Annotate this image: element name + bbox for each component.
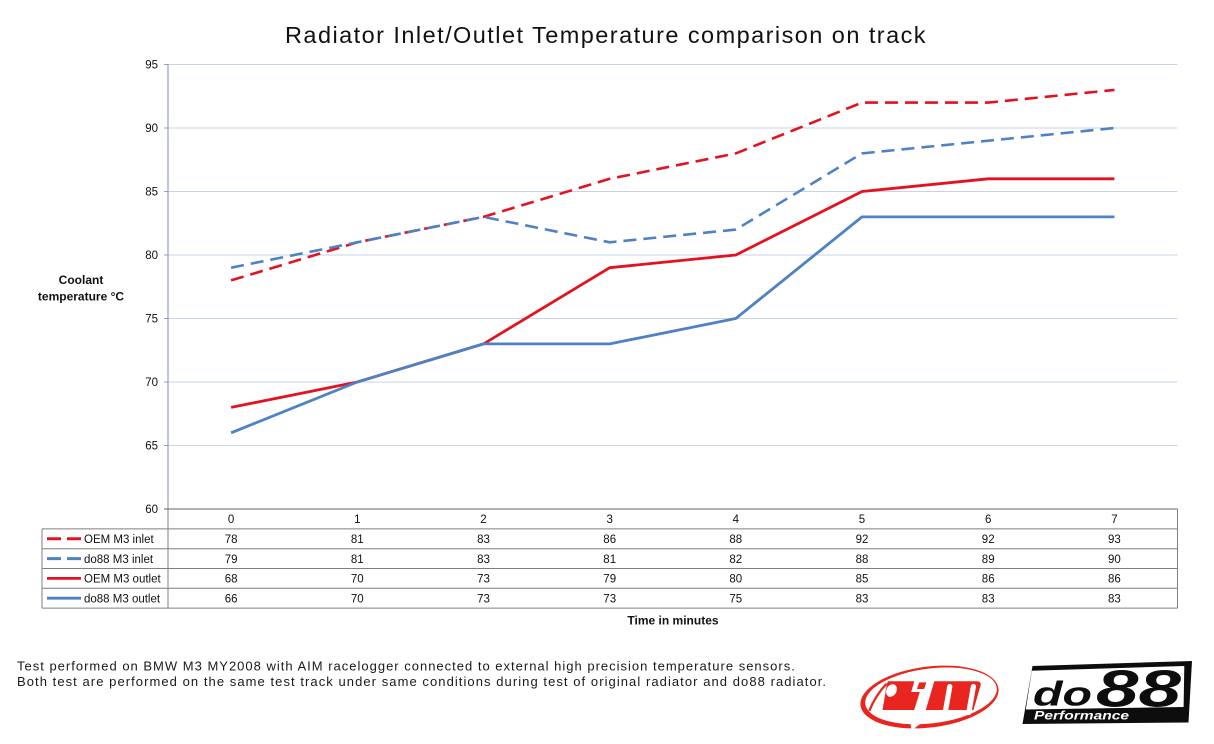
svg-text:80: 80 <box>145 250 158 262</box>
svg-text:73: 73 <box>603 594 616 606</box>
svg-text:Coolant: Coolant <box>59 273 104 287</box>
svg-text:75: 75 <box>145 314 158 326</box>
svg-text:85: 85 <box>145 187 158 199</box>
svg-text:93: 93 <box>1108 534 1121 546</box>
svg-text:70: 70 <box>351 594 364 606</box>
svg-text:3: 3 <box>606 514 612 526</box>
svg-text:83: 83 <box>477 534 490 546</box>
svg-text:88: 88 <box>856 554 869 566</box>
svg-text:79: 79 <box>603 574 616 586</box>
svg-text:6: 6 <box>985 514 991 526</box>
svg-text:75: 75 <box>729 594 742 606</box>
svg-text:83: 83 <box>1108 594 1121 606</box>
svg-text:70: 70 <box>145 377 158 389</box>
svg-text:86: 86 <box>982 574 995 586</box>
svg-text:73: 73 <box>477 594 490 606</box>
svg-text:do88 M3 outlet: do88 M3 outlet <box>84 594 161 606</box>
svg-text:88: 88 <box>1096 661 1181 719</box>
svg-text:92: 92 <box>982 534 995 546</box>
svg-text:81: 81 <box>603 554 616 566</box>
svg-text:2: 2 <box>480 514 486 526</box>
svg-text:0: 0 <box>228 514 234 526</box>
svg-text:Radiator Inlet/Outlet Temperat: Radiator Inlet/Outlet Temperature compar… <box>285 22 927 48</box>
svg-text:Both test are performed on the: Both test are performed on the same test… <box>17 674 827 689</box>
svg-text:Performance: Performance <box>1034 709 1129 723</box>
svg-text:85: 85 <box>856 574 869 586</box>
svg-text:90: 90 <box>1108 554 1121 566</box>
svg-text:Test performed on BMW M3 MY200: Test performed on BMW M3 MY2008 with AIM… <box>17 659 796 674</box>
svg-text:89: 89 <box>982 554 995 566</box>
svg-text:90: 90 <box>145 123 158 135</box>
svg-text:82: 82 <box>729 554 742 566</box>
svg-text:95: 95 <box>145 60 158 72</box>
svg-text:68: 68 <box>225 574 238 586</box>
svg-text:do: do <box>1033 676 1092 714</box>
svg-text:83: 83 <box>477 554 490 566</box>
svg-text:81: 81 <box>351 534 364 546</box>
svg-text:Time in minutes: Time in minutes <box>627 614 718 628</box>
svg-text:86: 86 <box>603 534 616 546</box>
svg-text:73: 73 <box>477 574 490 586</box>
svg-text:88: 88 <box>729 534 742 546</box>
svg-text:70: 70 <box>351 574 364 586</box>
svg-text:83: 83 <box>856 594 869 606</box>
svg-text:79: 79 <box>225 554 238 566</box>
svg-text:do88 M3 inlet: do88 M3 inlet <box>84 554 154 566</box>
svg-text:86: 86 <box>1108 574 1121 586</box>
svg-text:7: 7 <box>1111 514 1117 526</box>
svg-text:5: 5 <box>859 514 865 526</box>
svg-text:OEM M3 inlet: OEM M3 inlet <box>84 534 154 546</box>
svg-text:temperature °C: temperature °C <box>38 290 124 304</box>
svg-text:65: 65 <box>145 441 158 453</box>
svg-text:78: 78 <box>225 534 238 546</box>
svg-text:4: 4 <box>733 514 740 526</box>
svg-text:1: 1 <box>354 514 360 526</box>
svg-text:83: 83 <box>982 594 995 606</box>
svg-text:80: 80 <box>729 574 742 586</box>
svg-text:66: 66 <box>225 594 238 606</box>
svg-text:60: 60 <box>145 504 158 516</box>
svg-text:OEM M3 outlet: OEM M3 outlet <box>84 574 161 586</box>
svg-text:92: 92 <box>856 534 869 546</box>
svg-text:81: 81 <box>351 554 364 566</box>
